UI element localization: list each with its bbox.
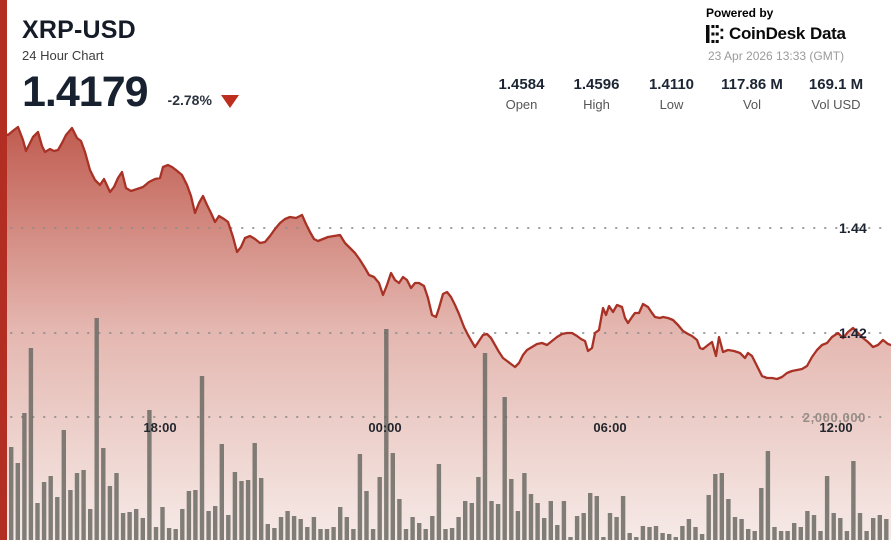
powered-by-label: Powered by	[706, 6, 774, 20]
price-row: 1.4179 -2.78%	[22, 71, 239, 114]
stat-label: Vol	[742, 97, 762, 112]
stat-value: 1.4596	[573, 76, 620, 93]
powered-by-block: Powered by CoinDesk Data 23 Apr 2026 13:…	[706, 6, 846, 63]
stat-value: 1.4110	[648, 76, 695, 93]
stat-label: Low	[659, 97, 684, 112]
stat-value: 1.4584	[498, 76, 545, 93]
stat-volume-usd: 169.1 M Vol USD	[795, 76, 877, 112]
stat-label: Open	[505, 97, 538, 112]
stat-low: 1.4110 Low	[634, 76, 709, 112]
stat-value: 117.86 M	[721, 76, 783, 93]
stat-open: 1.4584 Open	[484, 76, 559, 112]
coindesk-logo-icon	[706, 25, 724, 43]
current-price: 1.4179	[22, 68, 149, 116]
stat-label: Vol USD	[811, 97, 861, 112]
stat-label: High	[583, 97, 610, 112]
ohlc-stats: 1.4584 Open 1.4596 High 1.4110 Low 117.8…	[484, 76, 877, 112]
brand-name-suffix: Data	[810, 24, 846, 43]
price-down-triangle-icon	[220, 95, 239, 108]
page-title: XRP-USD	[22, 16, 136, 44]
chart-subtitle: 24 Hour Chart	[22, 48, 104, 63]
stat-value: 169.1 M	[808, 76, 864, 93]
chart-timestamp: 23 Apr 2026 13:33 (GMT)	[708, 49, 845, 63]
coindesk-brand[interactable]: CoinDesk Data	[706, 24, 846, 44]
brand-name: CoinDesk	[729, 24, 806, 43]
stat-volume: 117.86 M Vol	[709, 76, 795, 112]
stat-high: 1.4596 High	[559, 76, 634, 112]
price-change-percent: -2.78%	[167, 92, 212, 108]
chart-header: XRP-USD 24 Hour Chart 1.4179 -2.78%	[22, 16, 239, 114]
